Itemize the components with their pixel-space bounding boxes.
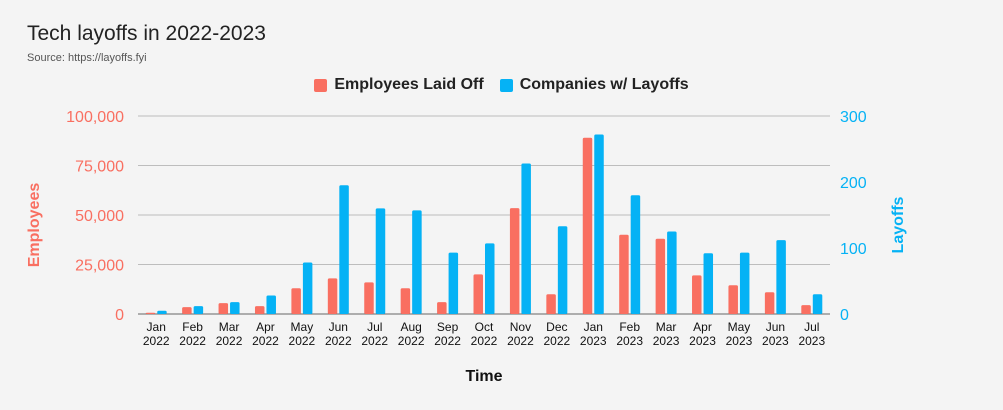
x-tick-label-month: Aug (400, 320, 421, 334)
bar-companies (521, 163, 531, 314)
bar-companies (594, 134, 604, 314)
y2-tick-label: 200 (840, 175, 867, 192)
x-tick-label-year: 2022 (179, 334, 206, 348)
x-tick-label-month: Jun (329, 320, 348, 334)
bar-employees (400, 288, 411, 314)
bar-companies (776, 240, 786, 314)
y-tick-label: 75,000 (75, 159, 124, 176)
bar-employees (473, 274, 483, 314)
bar-companies (557, 226, 568, 314)
x-tick-label-year: 2022 (507, 334, 534, 348)
chart-title: Tech layoffs in 2022-2023 (27, 22, 266, 45)
legend-item-employees[interactable]: Employees Laid Off (314, 76, 484, 94)
x-tick-label-month: Oct (475, 320, 494, 334)
x-tick-label-year: 2023 (653, 334, 680, 348)
x-tick-label-month: Jan (584, 320, 603, 334)
x-tick-label-year: 2023 (726, 334, 753, 348)
x-tick-label-year: 2022 (216, 334, 243, 348)
x-tick-label-month: Jul (367, 320, 382, 334)
x-tick-label-month: Jul (804, 320, 819, 334)
x-tick-label-year: 2023 (762, 334, 789, 348)
x-tick-label-month: Jun (766, 320, 785, 334)
bar-companies (375, 208, 386, 314)
y-tick-label: 0 (115, 307, 124, 324)
x-tick-label-month: Feb (619, 320, 640, 334)
x-tick-label-year: 2023 (580, 334, 607, 348)
x-tick-label-year: 2022 (543, 334, 570, 348)
x-tick-label-year: 2022 (325, 334, 352, 348)
x-tick-label-year: 2022 (434, 334, 461, 348)
legend-swatch-companies (499, 78, 513, 92)
bar-employees (182, 307, 192, 314)
x-tick-label-month: Apr (256, 320, 275, 334)
x-tick-label-month: Nov (510, 320, 531, 334)
x-tick-label-year: 2023 (616, 334, 643, 348)
x-tick-label-year: 2022 (361, 334, 388, 348)
bar-employees (145, 312, 156, 314)
x-tick-label-month: Feb (182, 320, 203, 334)
bar-employees (364, 282, 374, 314)
bar-companies (812, 294, 823, 314)
x-tick-label-year: 2022 (143, 334, 170, 348)
legend-label-employees: Employees Laid Off (334, 76, 484, 93)
chart-subtitle: Source: https://layoffs.fyi (27, 52, 147, 64)
bar-companies (157, 310, 167, 314)
bar-companies (266, 295, 276, 314)
y2-axis-title: Layoffs (890, 196, 907, 253)
x-axis-title: Time (465, 368, 502, 385)
y-axis-title: Employees (26, 183, 43, 268)
bar-employees (801, 305, 811, 314)
chart-legend: Employees Laid Off Companies w/ Layoffs (0, 76, 1003, 94)
bar-employees (728, 285, 738, 314)
x-tick-label-month: Apr (693, 320, 712, 334)
bar-companies (339, 185, 349, 314)
x-tick-label-month: Mar (219, 320, 240, 334)
y2-tick-label: 100 (840, 241, 867, 258)
y-tick-label: 25,000 (75, 258, 124, 275)
bar-employees (327, 278, 338, 314)
x-tick-label-year: 2023 (689, 334, 716, 348)
bar-companies (630, 195, 641, 314)
x-tick-label-year: 2022 (471, 334, 498, 348)
bar-companies (230, 302, 240, 314)
legend-swatch-employees (314, 78, 328, 92)
x-tick-label-month: Sep (437, 320, 459, 334)
bar-employees (218, 303, 229, 314)
x-tick-label-month: Dec (546, 320, 567, 334)
bar-employees (582, 137, 593, 314)
bar-companies (302, 262, 313, 314)
x-tick-label-month: Mar (656, 320, 677, 334)
legend-item-companies[interactable]: Companies w/ Layoffs (499, 76, 689, 94)
bar-companies (412, 210, 422, 314)
bar-employees (509, 208, 520, 314)
bar-employees (546, 294, 556, 314)
x-tick-label-year: 2023 (798, 334, 825, 348)
bar-employees (655, 238, 666, 314)
legend-label-companies: Companies w/ Layoffs (519, 76, 689, 93)
bar-employees (254, 306, 265, 314)
y-tick-label: 100,000 (66, 109, 124, 126)
bar-companies (448, 252, 459, 314)
bar-companies (703, 253, 714, 314)
y2-tick-label: 300 (840, 109, 867, 126)
bar-employees (437, 302, 447, 314)
x-tick-label-month: May (291, 320, 314, 334)
x-tick-label-year: 2022 (398, 334, 425, 348)
bar-companies (739, 252, 750, 314)
x-tick-label-year: 2022 (289, 334, 316, 348)
x-tick-label-month: Jan (147, 320, 166, 334)
y2-tick-label: 0 (840, 307, 849, 324)
x-tick-label-year: 2022 (252, 334, 279, 348)
x-tick-label-month: May (728, 320, 751, 334)
bar-companies (193, 306, 204, 314)
bar-employees (619, 234, 629, 314)
bar-employees (291, 288, 301, 314)
bar-companies (485, 243, 495, 314)
bar-employees (692, 275, 702, 314)
y-tick-label: 50,000 (75, 208, 124, 225)
bar-companies (667, 231, 677, 314)
bar-employees (764, 292, 775, 314)
